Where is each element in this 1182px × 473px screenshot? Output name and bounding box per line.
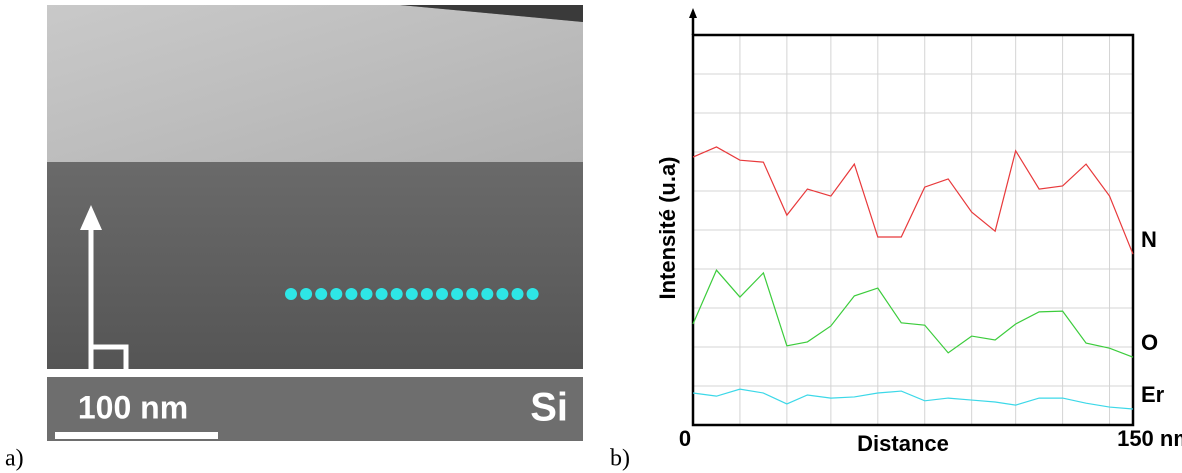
y-axis-label: Intensité (u.a) — [655, 156, 680, 299]
plot-frame — [691, 33, 1135, 427]
analysis-dot — [511, 288, 524, 300]
analysis-points — [285, 288, 539, 300]
x-axis-label: Distance — [857, 431, 949, 456]
analysis-dot — [315, 288, 328, 300]
analysis-dot — [345, 288, 358, 300]
substrate-label: Si — [530, 386, 568, 430]
y-axis-arrowhead — [689, 8, 697, 18]
analysis-dot — [420, 288, 433, 300]
analysis-dot — [405, 288, 418, 300]
analysis-dot — [481, 288, 494, 300]
chart: 0 150 nm Distance Intensité (u.a) N O Er — [655, 8, 1182, 456]
analysis-dot — [436, 288, 448, 300]
analysis-dot — [466, 288, 479, 300]
analysis-dot — [285, 288, 297, 300]
analysis-dot — [390, 288, 403, 300]
x-tick-label: 0 — [679, 426, 691, 451]
series-line — [692, 146, 1134, 255]
series-line — [692, 269, 1134, 358]
analysis-dot — [451, 288, 464, 300]
scale-bar-label: 100 nm — [78, 389, 188, 425]
series-label: N — [1141, 227, 1157, 252]
analysis-dot — [330, 288, 343, 300]
analysis-dot — [496, 288, 509, 300]
series-line — [692, 388, 1134, 410]
series-label: Er — [1141, 382, 1165, 407]
panel-label: b) — [610, 446, 630, 472]
analysis-dot — [360, 288, 373, 300]
x-tick-label: 150 nm — [1117, 426, 1182, 451]
analysis-dot — [526, 288, 539, 300]
micrograph — [47, 5, 583, 441]
series-label: O — [1141, 330, 1158, 355]
analysis-dot — [300, 288, 313, 300]
panel-label: a) — [5, 446, 24, 472]
analysis-dot — [375, 288, 388, 300]
